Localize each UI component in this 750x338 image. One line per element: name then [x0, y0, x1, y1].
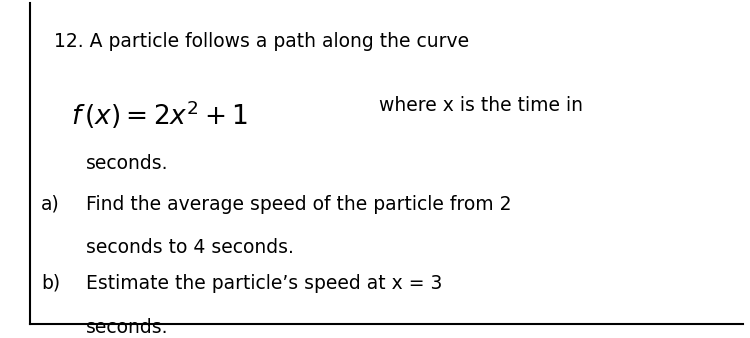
Text: seconds.: seconds. [86, 318, 169, 337]
Text: 12. A particle follows a path along the curve: 12. A particle follows a path along the … [54, 32, 470, 51]
Text: where x is the time in: where x is the time in [379, 96, 583, 115]
Text: $f\,(x) = 2x^2 + 1$: $f\,(x) = 2x^2 + 1$ [71, 99, 248, 131]
Text: Find the average speed of the particle from 2: Find the average speed of the particle f… [86, 195, 512, 214]
Text: a): a) [41, 195, 60, 214]
Text: Estimate the particle’s speed at x = 3: Estimate the particle’s speed at x = 3 [86, 274, 442, 293]
Text: seconds.: seconds. [86, 154, 169, 173]
Text: b): b) [41, 274, 60, 293]
Text: seconds to 4 seconds.: seconds to 4 seconds. [86, 238, 294, 257]
